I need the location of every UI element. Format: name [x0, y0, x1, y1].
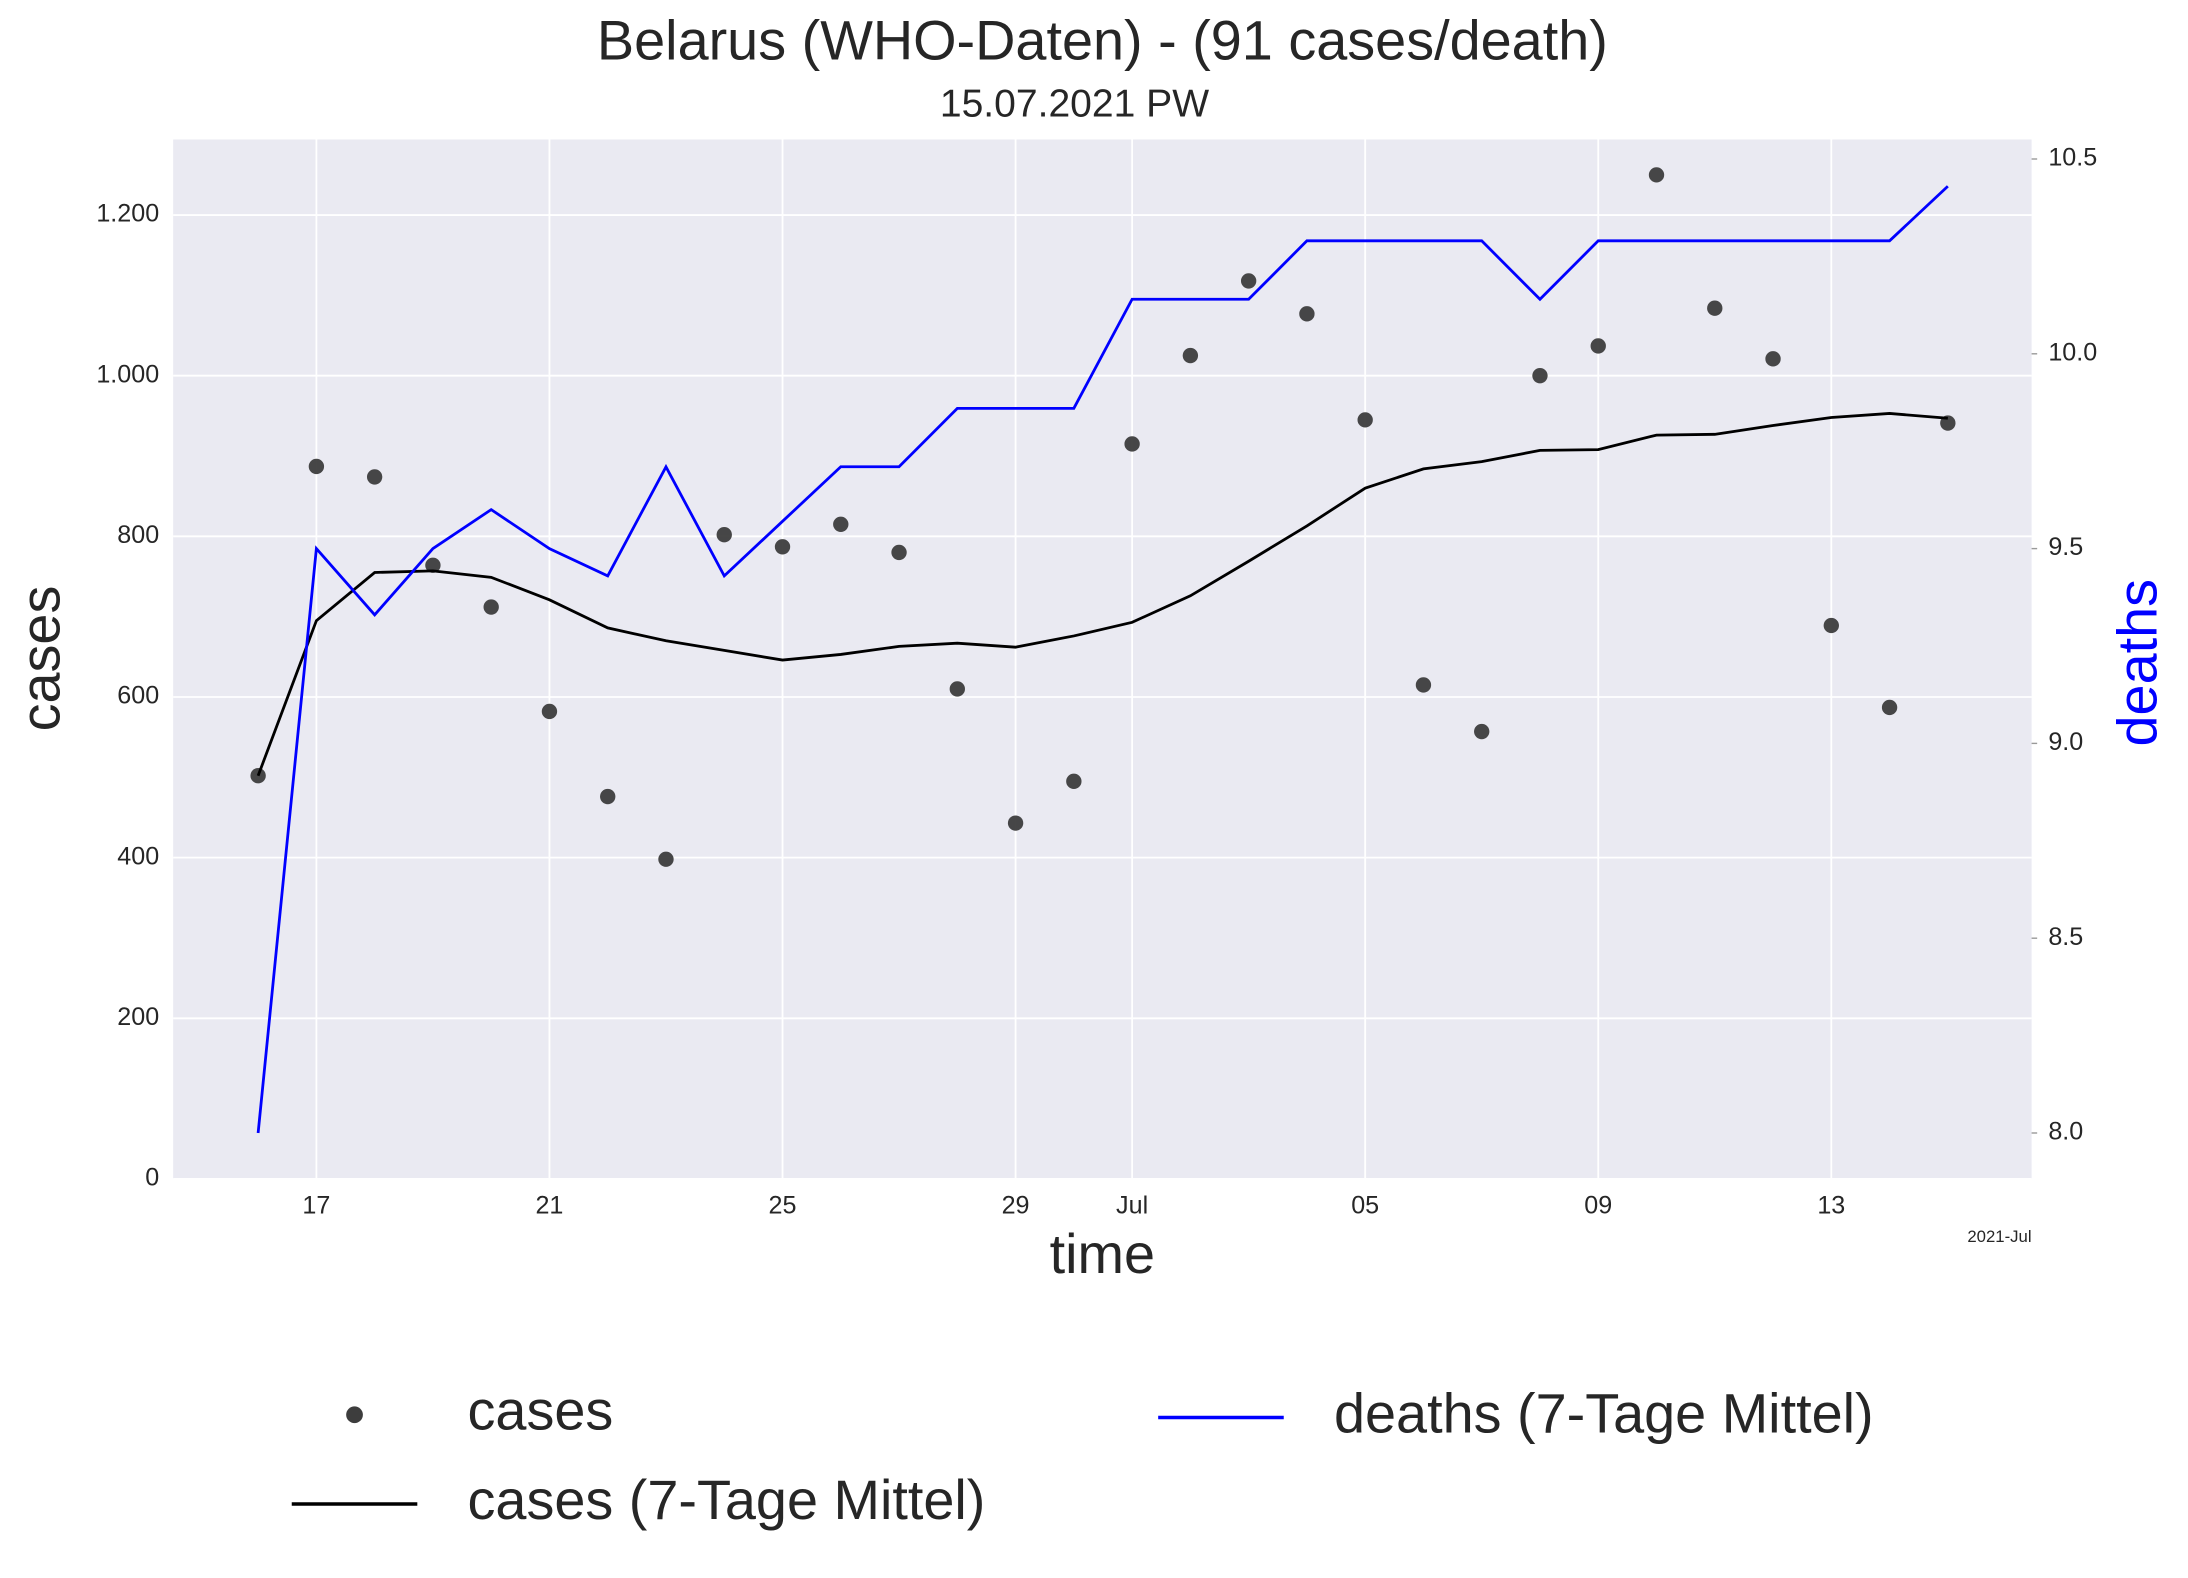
y-tick-label: 600	[117, 682, 159, 710]
data-point	[833, 516, 849, 532]
legend-label: deaths (7-Tage Mittel)	[1334, 1381, 1874, 1444]
data-point	[949, 681, 965, 697]
data-point	[250, 768, 266, 784]
data-point	[1240, 273, 1257, 289]
x-offset-label: 2021-Jul	[1967, 1227, 2031, 1246]
data-point	[308, 458, 325, 475]
x-tick-label: 09	[1584, 1192, 1612, 1220]
data-point	[658, 851, 674, 867]
y2-tick-label: 10.5	[2048, 144, 2097, 172]
y-tick-label: 1.200	[96, 200, 159, 228]
data-point	[600, 788, 616, 805]
data-point	[774, 539, 791, 555]
data-point	[1765, 351, 1781, 367]
data-point	[1124, 436, 1140, 452]
y2-tick-label: 9.5	[2048, 533, 2083, 561]
data-line	[256, 185, 1949, 1134]
data-point	[1648, 167, 1665, 183]
y2-tick-label: 10.0	[2048, 338, 2097, 366]
legend-label: cases (7-Tage Mittel)	[468, 1468, 986, 1531]
data-point	[1474, 723, 1490, 740]
x-axis-label: time	[1050, 1222, 1155, 1285]
data-point	[425, 557, 441, 573]
x-tick-label: 13	[1817, 1192, 1845, 1220]
data-point	[716, 527, 732, 543]
data-point	[1823, 617, 1839, 634]
plot-area	[173, 139, 2032, 1179]
y-axis-label: cases	[9, 586, 72, 732]
data-point	[1532, 368, 1548, 384]
y2-tick-label: 8.5	[2048, 923, 2083, 951]
data-point	[1182, 347, 1199, 364]
y2-axis-label: deaths	[2106, 579, 2169, 747]
x-tick-label: 05	[1351, 1192, 1379, 1220]
data-point	[1299, 306, 1315, 322]
y2-tick-label: 9.0	[2048, 728, 2083, 756]
chart-subtitle: 15.07.2021 PW	[940, 82, 1209, 125]
grid	[173, 139, 2032, 1180]
data-point	[541, 703, 558, 720]
x-tick-label: 17	[302, 1192, 330, 1220]
data-point	[1066, 773, 1082, 790]
x-tick-label: Jul	[1116, 1192, 1148, 1220]
data-point	[1590, 338, 1606, 354]
data-point	[1415, 677, 1432, 693]
y-tick-label: 800	[117, 521, 159, 549]
chart-title: Belarus (WHO-Daten) - (91 cases/death)	[597, 8, 1608, 71]
y-tick-label: 200	[117, 1003, 159, 1031]
data-point	[1881, 699, 1898, 716]
data-line	[256, 412, 1948, 777]
x-tick-label: 25	[769, 1192, 797, 1220]
data-point	[366, 469, 383, 485]
y2-tick-label: 8.0	[2048, 1118, 2083, 1146]
data-point	[1707, 300, 1723, 316]
data-point	[483, 599, 499, 615]
y-tick-label: 400	[117, 842, 159, 870]
x-tick-label: 21	[535, 1192, 563, 1220]
legend-label: cases	[468, 1378, 614, 1441]
legend-marker	[346, 1406, 363, 1424]
x-tick-label: 29	[1002, 1192, 1030, 1220]
data-point	[1357, 412, 1373, 428]
y-tick-label: 1.000	[96, 360, 159, 388]
data-point	[1007, 815, 1024, 831]
data-point	[891, 544, 907, 561]
y-tick-label: 0	[145, 1164, 159, 1192]
